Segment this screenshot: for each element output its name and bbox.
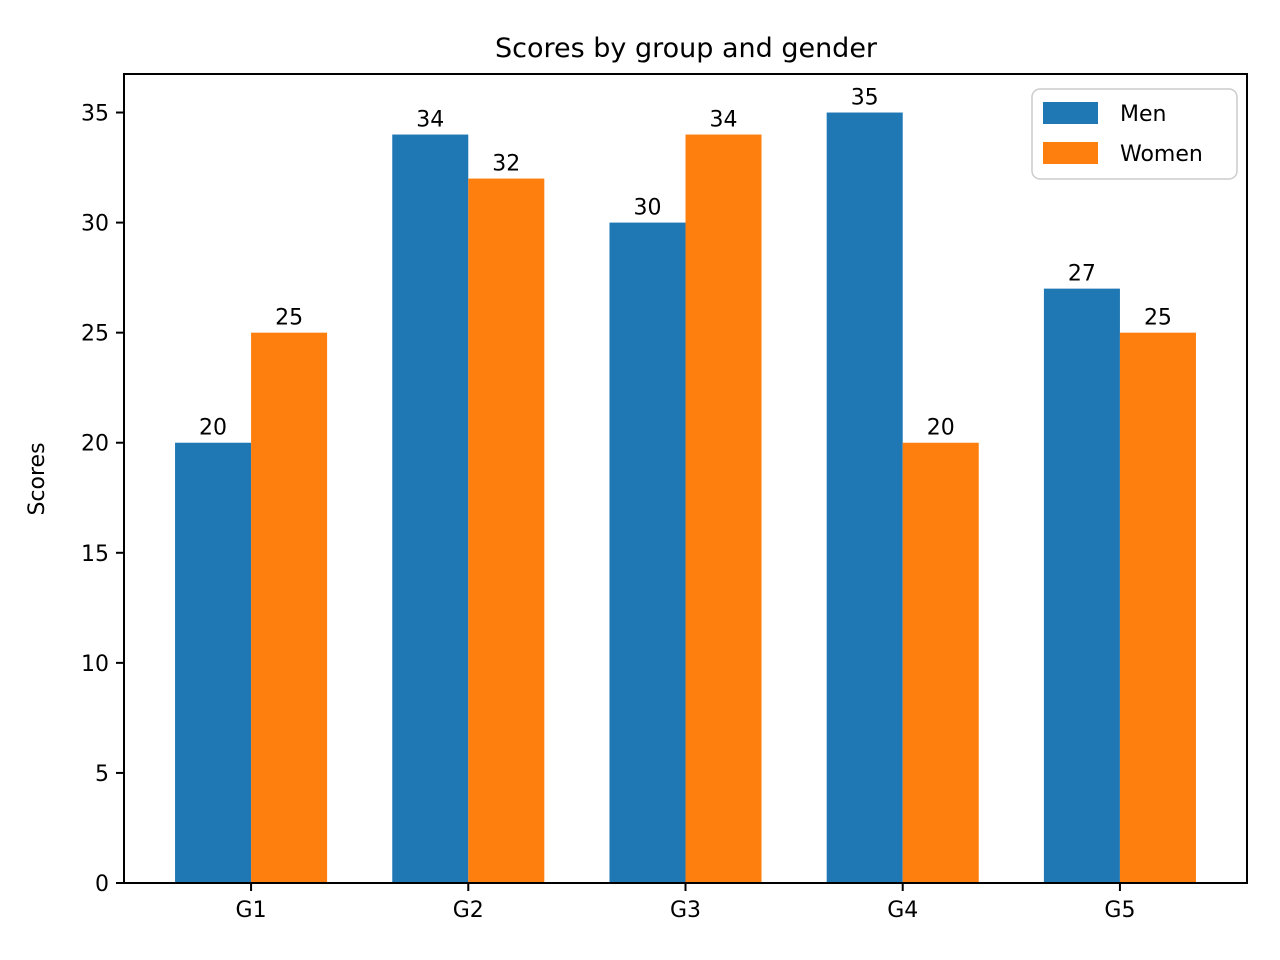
bar-women-g1: [251, 332, 328, 883]
legend-label-women: Women: [1120, 142, 1203, 167]
bar-value-label: 30: [633, 196, 661, 221]
bar-value-label: 20: [199, 416, 227, 441]
x-tick-label-g2: G2: [453, 898, 484, 923]
bar-men-g3: [609, 222, 686, 883]
bar-value-label: 34: [710, 108, 738, 133]
bar-value-label: 32: [492, 152, 520, 177]
bar-women-g3: [685, 134, 762, 883]
legend-swatch-men: [1043, 102, 1098, 124]
y-tick-label: 25: [81, 322, 109, 347]
x-tick-label-g1: G1: [236, 898, 267, 923]
chart-title: Scores by group and gender: [495, 33, 878, 64]
y-tick-label: 35: [81, 102, 109, 127]
bar-women-g4: [902, 442, 979, 883]
bar-men-g4: [826, 112, 903, 884]
legend-label-men: Men: [1120, 102, 1166, 127]
bar-value-label: 25: [1144, 306, 1172, 331]
legend-swatch-women: [1043, 142, 1098, 164]
y-axis-label: Scores: [25, 442, 50, 515]
bar-value-label: 34: [416, 108, 444, 133]
bar-value-label: 20: [927, 416, 955, 441]
x-tick-label-g5: G5: [1104, 898, 1135, 923]
y-tick-label: 5: [95, 762, 109, 787]
bar-men-g1: [175, 442, 252, 883]
y-tick-label: 0: [95, 872, 109, 897]
y-tick-label: 10: [81, 652, 109, 677]
bar-women-g2: [468, 178, 545, 883]
bar-men-g5: [1043, 288, 1120, 883]
y-tick-label: 15: [81, 542, 109, 567]
bar-value-label: 27: [1068, 262, 1096, 287]
y-tick-label: 20: [81, 432, 109, 457]
x-tick-label-g3: G3: [670, 898, 701, 923]
y-tick-label: 30: [81, 212, 109, 237]
x-tick-label-g4: G4: [887, 898, 918, 923]
bar-value-label: 25: [275, 306, 303, 331]
bar-value-label: 35: [851, 86, 879, 111]
bar-men-g2: [392, 134, 469, 883]
plot-area: 20 34 30 35 27 25 32 34 20 25 0 5 10 15 20 25 30 35 G1 G2 G3…: [81, 73, 1248, 923]
bar-women-g5: [1119, 332, 1196, 883]
